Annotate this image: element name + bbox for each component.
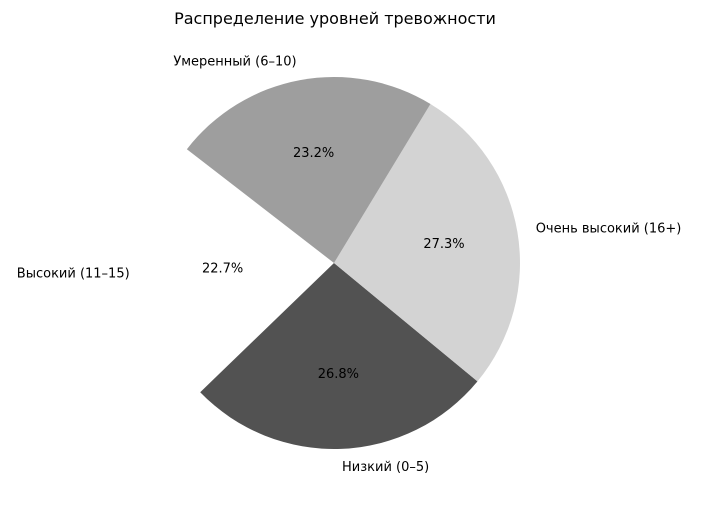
pie-labels: 26.8% Низкий (0–5) 27.3% Очень высокий (16+… — [17, 54, 682, 475]
pie-pct-label-1: 27.3% — [423, 237, 464, 252]
pie-slice-1 — [334, 103, 520, 382]
pie-category-label-3: Высокий (11–15) — [17, 267, 130, 282]
pie-slices — [186, 76, 520, 450]
pie-pct-label-0: 26.8% — [318, 367, 359, 382]
pie-category-label-1: Очень высокий (16+) — [536, 221, 682, 236]
pie-slice-2 — [186, 76, 431, 263]
pie-pct-label-2: 23.2% — [293, 146, 334, 161]
pie-category-label-2: Умеренный (6–10) — [173, 54, 296, 69]
pie-slice-0 — [200, 263, 478, 450]
pie-pct-label-3: 22.7% — [202, 262, 243, 277]
chart-title: Распределение уровней тревожности — [174, 9, 496, 28]
pie-category-label-0: Низкий (0–5) — [342, 460, 429, 475]
